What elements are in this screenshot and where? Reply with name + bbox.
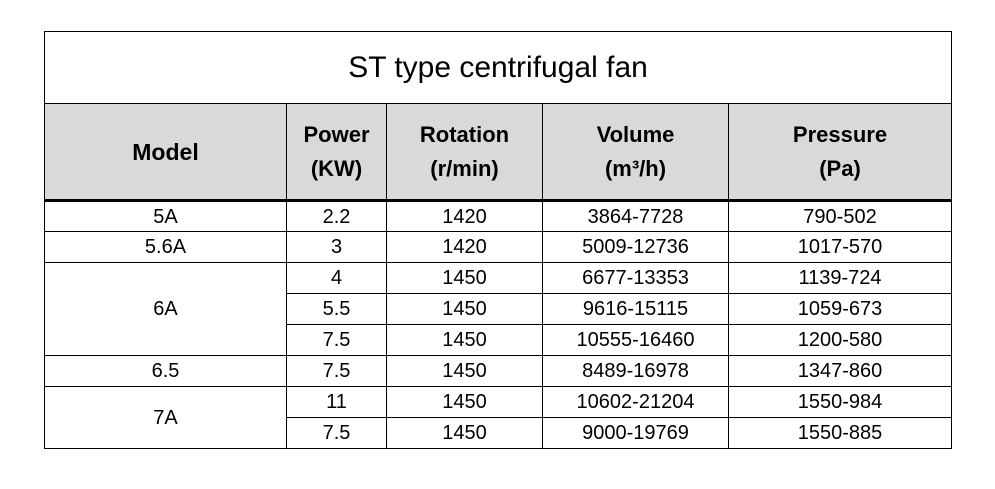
cell-pressure: 1347-860	[728, 355, 952, 387]
cell-model: 5A	[44, 199, 287, 232]
table-row: 7.5 1450 10555-16460 1200-580	[45, 324, 952, 356]
cell-power: 11	[286, 386, 387, 418]
cell-pressure: 1017-570	[728, 231, 952, 263]
cell-rotation: 1450	[386, 417, 543, 449]
table-row: 7A 11 1450 10602-21204 1550-984	[44, 386, 952, 449]
cell-model: 6.5	[44, 355, 287, 387]
cell-pressure: 1059-673	[728, 293, 952, 325]
header-rotation-unit: (r/min)	[430, 155, 499, 181]
cell-volume: 9616-15115	[542, 293, 729, 325]
cell-power: 3	[286, 231, 387, 263]
cell-power: 5.5	[286, 293, 387, 325]
header-model: Model	[44, 103, 287, 201]
header-volume-label: Volume	[596, 121, 675, 147]
header-rotation-label: Rotation	[419, 121, 510, 147]
cell-power: 7.5	[286, 355, 387, 387]
cell-volume: 5009-12736	[542, 231, 729, 263]
header-volume-unit: (m³/h)	[604, 155, 667, 181]
cell-pressure: 1139-724	[728, 262, 952, 294]
cell-pressure: 1200-580	[728, 324, 952, 356]
header-power-unit: (KW)	[310, 155, 363, 181]
cell-volume: 3864-7728	[542, 199, 729, 232]
header-row: Model Power (KW) Rotation (r/min) Volume…	[44, 103, 952, 201]
table-row: 7.5 1450 9000-19769 1550-885	[45, 417, 952, 449]
table-row: 6A 4 1450 6677-13353 1139-724	[44, 262, 952, 356]
cell-power: 2.2	[286, 199, 387, 232]
table-row: 5A 2.2 1420 3864-7728 790-502	[44, 199, 952, 232]
title-row: ST type centrifugal fan	[44, 31, 952, 104]
header-rotation: Rotation (r/min)	[386, 103, 543, 201]
table-row: 6.5 7.5 1450 8489-16978 1347-860	[44, 355, 952, 387]
cell-rotation: 1450	[386, 355, 543, 387]
header-volume: Volume (m³/h)	[542, 103, 729, 201]
cell-rotation: 1450	[386, 293, 543, 325]
cell-rotation: 1420	[386, 231, 543, 263]
header-pressure: Pressure (Pa)	[728, 103, 952, 201]
cell-volume: 9000-19769	[542, 417, 729, 449]
cell-volume: 10555-16460	[542, 324, 729, 356]
cell-volume: 6677-13353	[542, 262, 729, 294]
cell-model: 7A	[44, 386, 287, 449]
cell-rotation: 1450	[386, 386, 543, 418]
table-title: ST type centrifugal fan	[44, 31, 952, 104]
header-power: Power (KW)	[286, 103, 387, 201]
header-pressure-unit: (Pa)	[819, 155, 861, 181]
header-pressure-label: Pressure	[792, 121, 888, 147]
header-power-label: Power	[303, 121, 370, 147]
table-row: 5.5 1450 9616-15115 1059-673	[45, 293, 952, 325]
cell-pressure: 1550-885	[728, 417, 952, 449]
cell-volume: 10602-21204	[542, 386, 729, 418]
cell-power: 4	[286, 262, 387, 294]
cell-power: 7.5	[286, 417, 387, 449]
cell-rotation: 1420	[386, 199, 543, 232]
cell-rotation: 1450	[386, 324, 543, 356]
cell-volume: 8489-16978	[542, 355, 729, 387]
fan-spec-table: ST type centrifugal fan Model Power (KW)…	[44, 31, 952, 449]
cell-rotation: 1450	[386, 262, 543, 294]
cell-pressure: 790-502	[728, 199, 952, 232]
cell-model: 6A	[44, 262, 287, 356]
cell-power: 7.5	[286, 324, 387, 356]
cell-model: 5.6A	[44, 231, 287, 263]
cell-pressure: 1550-984	[728, 386, 952, 418]
table-row: 5.6A 3 1420 5009-12736 1017-570	[44, 231, 952, 263]
